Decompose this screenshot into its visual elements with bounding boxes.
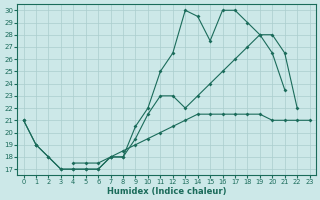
X-axis label: Humidex (Indice chaleur): Humidex (Indice chaleur) <box>107 187 226 196</box>
